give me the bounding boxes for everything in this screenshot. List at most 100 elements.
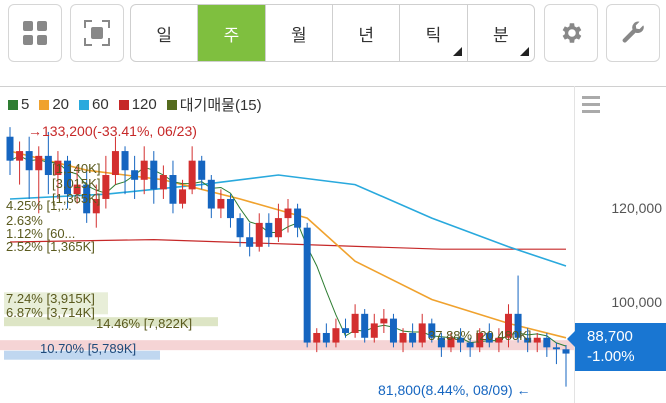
volume-profile-label: 14.46% [7,822K]: [96, 316, 193, 331]
candle-body: [188, 160, 196, 190]
volume-profile-label: 10.70% [5,789K]: [40, 341, 137, 356]
candle-body: [121, 151, 129, 171]
candle-body: [380, 318, 388, 324]
candle-body: [140, 160, 148, 180]
candle-body: [543, 337, 551, 348]
dropdown-corner-icon: [452, 47, 462, 56]
legend-label: 20: [52, 96, 70, 113]
legend-swatch: [118, 99, 129, 110]
candle-body: [284, 208, 292, 219]
y-tick-label: 120,000: [611, 200, 662, 216]
candle-body: [504, 313, 512, 338]
candle-body: [255, 222, 263, 247]
period-tab[interactable]: 일: [131, 5, 199, 61]
legend-item[interactable]: 5: [8, 96, 29, 113]
candle-body: [226, 198, 234, 219]
period-tab[interactable]: 분: [468, 5, 534, 61]
volume-profile-label: 4.25% [1,...: [6, 198, 72, 213]
candle-body: [418, 323, 426, 343]
candle-body: [131, 170, 139, 180]
period-tab[interactable]: 틱: [400, 5, 468, 61]
legend-swatch: [79, 99, 90, 110]
volume-profile-label: 2.52% [1,365K]: [6, 239, 95, 254]
period-tab-label: 틱: [425, 25, 442, 45]
period-tab[interactable]: 년: [333, 5, 401, 61]
volume-band: [4, 350, 160, 360]
candle-body: [466, 342, 474, 348]
settings-button[interactable]: [544, 4, 598, 62]
candle-body: [25, 151, 33, 171]
candle-body: [111, 151, 119, 176]
grid-menu-button[interactable]: [8, 4, 62, 62]
legend-item[interactable]: 120: [118, 96, 157, 113]
candle-body: [303, 227, 311, 343]
candle-body: [428, 323, 436, 338]
candle-body: [274, 218, 282, 238]
candle-body: [83, 184, 91, 214]
candle-body: [322, 332, 330, 343]
legend-label: 60: [92, 96, 109, 113]
arrow-right-icon: →: [28, 123, 42, 139]
candle-body: [44, 155, 52, 176]
candle-body: [73, 184, 81, 195]
gear-icon: [562, 23, 582, 43]
candle-body: [342, 328, 350, 333]
candle-body: [514, 313, 522, 338]
volume-profile-label: [1,365K]: [52, 191, 101, 206]
legend-item[interactable]: 60: [79, 96, 109, 113]
candle-body: [198, 160, 206, 180]
volume-profile-label: 37.88% [20,480K]: [428, 328, 532, 343]
candle-body: [150, 160, 158, 190]
candle-body: [370, 323, 378, 338]
candle-body: [332, 328, 340, 343]
ma60-line: [9, 174, 567, 267]
candle-body: [409, 332, 417, 343]
candle-body: [361, 313, 369, 338]
period-tab[interactable]: 월: [266, 5, 333, 61]
arrow-left-icon: ←: [516, 382, 531, 398]
candle-body: [102, 175, 110, 199]
current-price: 88,700: [587, 328, 633, 345]
legend-label: 대기매물(15): [179, 97, 262, 114]
candle-body: [485, 332, 493, 343]
volume-band: [4, 292, 108, 315]
candle-body: [399, 332, 407, 343]
legend-swatch: [8, 99, 18, 110]
period-tab-label: 주: [223, 25, 240, 45]
candle-body: [16, 151, 24, 161]
candle-body: [495, 337, 503, 343]
volume-band: [4, 317, 218, 327]
candle-body: [389, 318, 397, 343]
volume-profile-label: 7.24% [3,915K]: [6, 291, 95, 306]
low-price-note: 81,800(8.44%, 08/09) ←: [378, 382, 531, 398]
volume-profile-label: [3,015K]: [52, 176, 101, 191]
period-tab[interactable]: 주: [198, 5, 266, 61]
candle-body: [6, 136, 14, 161]
legend-item[interactable]: 대기매물(15): [166, 94, 262, 115]
legend-label: 5: [21, 96, 30, 113]
period-tab-label: 월: [291, 25, 307, 45]
capture-icon: [84, 20, 110, 46]
chart-panel[interactable]: [0, 86, 666, 403]
candle-body: [351, 313, 359, 333]
y-tick-label: 100,000: [611, 294, 662, 310]
capture-button[interactable]: [70, 4, 124, 62]
legend-item[interactable]: 20: [39, 96, 69, 113]
dropdown-corner-icon: [519, 47, 529, 56]
candle-body: [35, 155, 43, 171]
candle-body: [552, 347, 560, 350]
legend-swatch: [39, 99, 50, 110]
candle-body: [457, 337, 465, 343]
period-tab-label: 분: [492, 25, 509, 45]
period-tab-label: 일: [156, 25, 172, 45]
ma120-line: [9, 238, 566, 250]
chart-menu-icon[interactable]: [582, 96, 600, 117]
candle-body: [313, 332, 321, 343]
candle-body: [476, 332, 484, 348]
volume-profile-label: 1.12% [60...: [6, 226, 76, 241]
candle-body: [207, 179, 215, 209]
tools-button[interactable]: [606, 4, 660, 62]
candle-body: [217, 198, 225, 209]
